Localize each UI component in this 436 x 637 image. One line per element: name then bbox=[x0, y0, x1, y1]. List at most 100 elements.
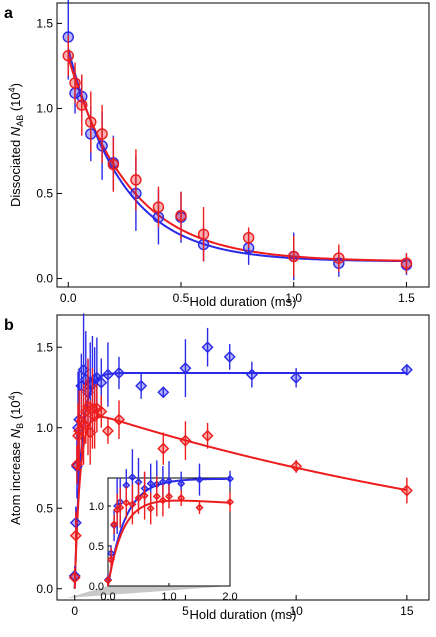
inset-x-tick-label: 2.0 bbox=[222, 591, 237, 603]
inset-x-tick-label: 1.0 bbox=[161, 591, 176, 603]
panel-a-x-tick-label: 1.0 bbox=[285, 291, 302, 305]
panel-b-series-1-point bbox=[201, 429, 214, 442]
inset-series-0-point bbox=[128, 473, 137, 482]
panel-b-series-1-point bbox=[290, 460, 303, 473]
panel-a-y-tick-label: 1.0 bbox=[36, 102, 53, 116]
panel-a-x-tick-label: 0.5 bbox=[173, 291, 190, 305]
panel-b-series-1-point bbox=[179, 434, 192, 447]
panel-b-series-1-fit-line bbox=[73, 415, 408, 589]
panel-b-series-0-point bbox=[157, 386, 170, 399]
panel-a-series-1-point bbox=[85, 116, 97, 128]
panel-b-frame bbox=[56, 314, 430, 601]
panel-b-ticks: 0 5 10 15 0.0 0.5 1.0 1.5 bbox=[36, 340, 414, 618]
panel-a-series-1-point bbox=[62, 50, 74, 62]
panel-a-x-tick-label: 0.0 bbox=[60, 291, 77, 305]
panel-a-series-1-point bbox=[175, 209, 187, 222]
panel-b-series-1-point bbox=[68, 571, 81, 584]
inset-series-0-point bbox=[165, 477, 173, 486]
inset-series-0-point bbox=[177, 479, 186, 488]
inset-series-1-point bbox=[134, 494, 143, 502]
panel-b-series-0-point bbox=[223, 350, 236, 363]
panel-b-series-1-point bbox=[101, 424, 114, 437]
inset-series-1-point bbox=[152, 492, 161, 501]
panel-a-y-tick-label: 0.0 bbox=[36, 272, 53, 286]
panel-b-y-tick-label: 1.0 bbox=[36, 421, 53, 435]
panel-a-series-1-point bbox=[130, 174, 142, 186]
panel-a-series-1-point bbox=[152, 201, 165, 213]
inset-series-1-point bbox=[140, 491, 149, 500]
panel-a-y-tick-label: 0.5 bbox=[36, 187, 53, 201]
panel-a-y-tick-label: 1.5 bbox=[36, 17, 53, 31]
panel-b-x-tick-label: 5 bbox=[182, 604, 189, 618]
inset-series-1-point bbox=[158, 496, 167, 505]
panel-a-fit-curves bbox=[67, 48, 407, 263]
inset-series-1-point bbox=[226, 498, 234, 506]
panel-a-data-points bbox=[62, 0, 413, 281]
panel-a-series-1-point bbox=[76, 99, 88, 111]
panel-a-x-tick-label: 1.5 bbox=[398, 291, 415, 305]
inset-chart: 0.0 1.0 2.0 0.0 0.5 1.0 bbox=[89, 449, 238, 603]
inset-data-points bbox=[104, 449, 234, 586]
panel-b-y-tick-label: 0.5 bbox=[36, 501, 53, 515]
panel-a-series-1-point bbox=[400, 257, 413, 269]
inset-series-1-point bbox=[110, 520, 119, 529]
panel-a-series-1-point bbox=[288, 250, 300, 263]
panel-b-series-0-point bbox=[245, 368, 258, 381]
panel-b-series-1-point bbox=[95, 405, 108, 418]
panel-a-frame bbox=[56, 2, 430, 288]
panel-b-series-0-point bbox=[101, 368, 114, 381]
panel-a: a 0.0 0.5 1.0 1.5 0.0 0.5 1.0 1.5 Hold duration… bbox=[4, 0, 430, 309]
panel-b-series-0-point bbox=[77, 363, 90, 376]
panel-b-series-0-point bbox=[113, 366, 125, 379]
panel-b-y-axis-label: Atom increase NB (104) bbox=[7, 391, 25, 525]
inset-series-0-point bbox=[226, 474, 234, 483]
panel-b-series-1-point bbox=[113, 413, 125, 426]
panel-b-x-tick-label: 0 bbox=[71, 604, 78, 618]
inset-series-1-point bbox=[177, 494, 186, 502]
panel-b-series-0-point bbox=[290, 371, 303, 384]
panel-b-series-0-point bbox=[179, 362, 192, 375]
panel-a-series-1-point bbox=[96, 128, 108, 140]
panel-b-series-1-point bbox=[157, 442, 170, 455]
panel-b-data-points bbox=[68, 313, 413, 588]
inset-series-1-point bbox=[104, 576, 112, 585]
panel-b-series-0-point bbox=[95, 376, 108, 389]
panel-a-series-1-point bbox=[197, 228, 210, 240]
inset-x-tick-label: 0.0 bbox=[100, 591, 115, 603]
panel-b-series-1-point bbox=[400, 484, 413, 497]
inset-series-1-point bbox=[128, 500, 137, 509]
panel-a-series-1-fit-line bbox=[67, 57, 407, 262]
inset-series-0-point bbox=[195, 475, 204, 484]
panel-b-series-0-fit-line bbox=[73, 371, 407, 589]
panel-b-letter: b bbox=[4, 317, 14, 334]
panel-b-x-tick-label: 15 bbox=[400, 604, 414, 618]
inset-y-tick-label: 0.0 bbox=[89, 581, 104, 593]
inset-series-1-point bbox=[107, 555, 116, 564]
panel-b-series-0-point bbox=[201, 341, 214, 354]
panel-a-series-1-point bbox=[242, 231, 255, 244]
panel-a-series-1-point bbox=[333, 252, 345, 264]
panel-b: b 0 5 10 150.00.51.01.5 0.0 1.0 2.00.00.51.0 … bbox=[4, 313, 430, 622]
panel-b-y-tick-label: 1.5 bbox=[36, 340, 53, 354]
panel-a-series-1-point bbox=[69, 77, 81, 89]
inset-series-1-point bbox=[146, 504, 155, 513]
panel-a-y-axis-label: Dissociated NAB (104) bbox=[7, 83, 25, 207]
panel-b-x-axis-label: Hold duration (ms) bbox=[190, 607, 297, 622]
inset-series-1-point bbox=[116, 503, 125, 512]
inset-zoom-wedge bbox=[67, 586, 230, 598]
panel-a-series-0-fit-line bbox=[67, 48, 407, 263]
inset-series-1-point bbox=[165, 492, 173, 501]
panel-b-series-0-point bbox=[135, 379, 148, 392]
panel-b-x-tick-label: 10 bbox=[289, 604, 303, 618]
panel-a-letter: a bbox=[4, 5, 13, 22]
inset-series-1-point bbox=[122, 498, 131, 507]
panel-b-y-tick-label: 0.0 bbox=[36, 582, 53, 596]
panel-b-fit-curves bbox=[73, 371, 408, 589]
inset-ticks: 0.0 1.0 2.0 0.0 0.5 1.0 bbox=[89, 501, 238, 603]
panel-b-series-0-point bbox=[400, 363, 413, 376]
panel-a-series-1-point bbox=[107, 158, 120, 171]
inset-y-tick-label: 1.0 bbox=[89, 501, 104, 513]
inset-y-tick-label: 0.5 bbox=[89, 541, 104, 553]
panel-a-ticks: 0.0 0.5 1.0 1.5 0.0 0.5 1.0 1.5 bbox=[36, 17, 415, 305]
